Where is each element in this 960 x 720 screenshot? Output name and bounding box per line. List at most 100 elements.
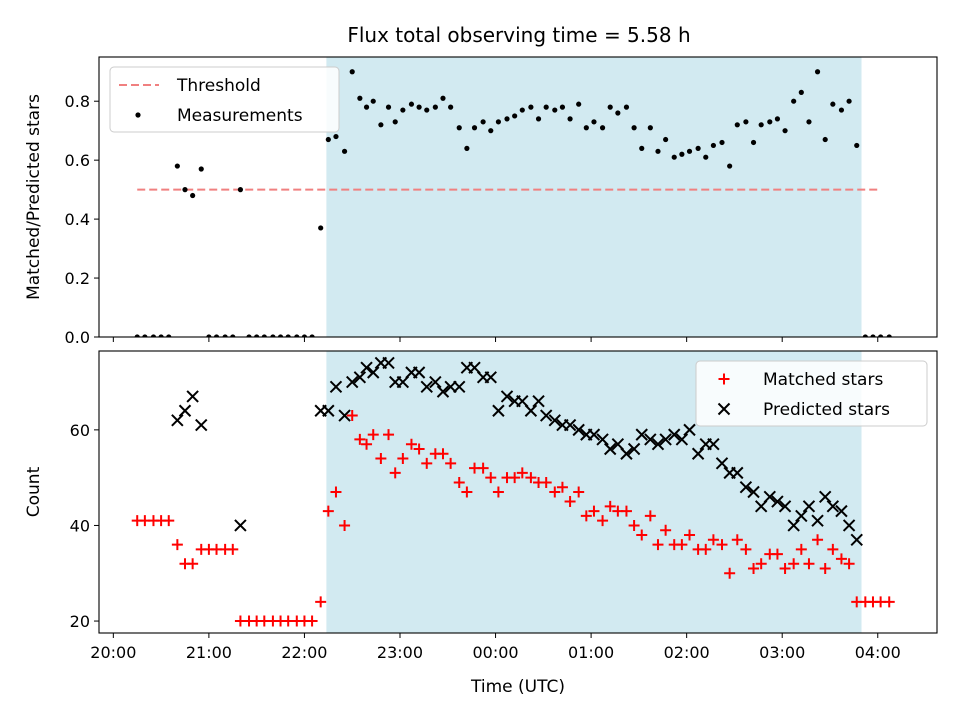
data-point [806, 119, 812, 125]
data-point [748, 562, 760, 574]
x-axis-label: Time (UTC) [470, 677, 565, 697]
data-point [652, 539, 664, 551]
data-point [710, 142, 717, 149]
data-point [686, 148, 693, 154]
data-point [644, 433, 657, 446]
x-tick-label: 02:00 [664, 643, 710, 662]
data-point [420, 380, 433, 394]
data-point [763, 490, 776, 503]
data-point [778, 500, 792, 513]
data-point [623, 104, 630, 110]
data-point [700, 543, 712, 555]
data-point [588, 505, 600, 517]
data-point [647, 125, 653, 131]
data-point [628, 519, 640, 531]
data-point [803, 558, 815, 570]
data-point [676, 539, 688, 551]
data-point [361, 438, 373, 450]
data-point [842, 519, 856, 532]
data-point [819, 562, 831, 574]
data-point [639, 145, 645, 151]
data-point [421, 457, 433, 469]
data-point [850, 533, 863, 547]
data-point [774, 116, 781, 122]
data-point [703, 154, 709, 160]
data-point [333, 133, 339, 140]
data-point [367, 429, 379, 441]
legend-label: Matched stars [763, 370, 883, 390]
data-point [315, 596, 327, 608]
data-point [691, 447, 705, 460]
data-point [564, 496, 576, 508]
data-point [636, 529, 648, 541]
data-point [158, 334, 164, 337]
data-point [802, 500, 816, 513]
data-point [367, 366, 380, 379]
data-point [798, 89, 804, 95]
data-point [707, 534, 719, 546]
data-point [464, 145, 470, 151]
data-point [477, 462, 489, 474]
data-point [171, 414, 184, 427]
data-point [338, 409, 351, 422]
data-point [707, 437, 720, 451]
data-point [392, 119, 398, 125]
data-point [142, 334, 148, 337]
data-point [567, 116, 573, 122]
data-point [671, 154, 677, 160]
y-tick-label: 0.2 [65, 269, 90, 288]
data-point [716, 539, 728, 551]
data-point [615, 110, 621, 116]
data-point [835, 553, 847, 565]
data-point [734, 122, 740, 128]
data-point [456, 125, 462, 131]
data-point [644, 510, 656, 522]
data-point [668, 428, 681, 441]
data-point [878, 334, 884, 337]
data-point [525, 472, 537, 484]
data-point [318, 225, 324, 231]
data-point [684, 529, 696, 541]
data-point [660, 524, 672, 536]
legend-label: Predicted stars [763, 400, 890, 420]
data-point [835, 504, 848, 518]
data-point [739, 481, 753, 494]
data-point [719, 139, 725, 146]
data-point [843, 558, 855, 570]
data-point [596, 433, 609, 446]
data-point [397, 453, 409, 465]
series-predicted-stars [171, 356, 863, 547]
data-point [413, 443, 425, 455]
data-point [436, 385, 450, 398]
data-point [171, 539, 183, 551]
data-point [182, 187, 188, 193]
data-point [870, 334, 876, 337]
data-point [886, 334, 892, 337]
data-point [782, 128, 788, 134]
data-point [818, 490, 832, 503]
data-point [285, 334, 291, 337]
data-point [791, 98, 797, 104]
data-point [535, 116, 542, 122]
data-point [604, 442, 617, 456]
x-tick-label: 03:00 [759, 643, 805, 662]
data-point [812, 534, 824, 546]
data-point [740, 543, 752, 555]
data-point [583, 125, 589, 131]
data-point [576, 101, 582, 107]
data-point [492, 404, 505, 417]
data-point [731, 534, 743, 546]
data-point [346, 410, 358, 422]
y-axis-label: Count [24, 466, 44, 517]
data-point [758, 122, 764, 128]
data-point [862, 334, 868, 337]
data-point [488, 128, 494, 134]
data-point [301, 334, 308, 337]
data-point [540, 476, 552, 488]
data-point [375, 453, 387, 465]
data-point [408, 101, 415, 107]
data-point [186, 390, 199, 403]
data-point [539, 409, 553, 422]
data-point [509, 472, 521, 484]
